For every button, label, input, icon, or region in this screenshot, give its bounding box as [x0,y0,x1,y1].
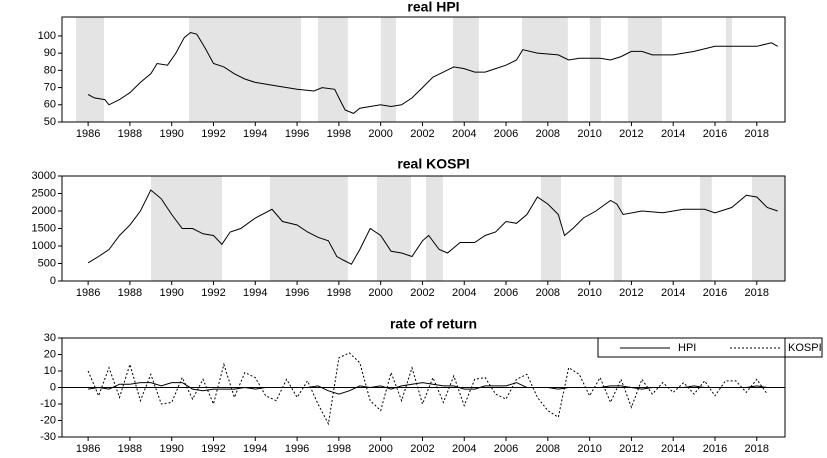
y-tick-label: 20 [44,348,56,360]
x-tick-label: 2014 [661,443,685,455]
x-tick-label: 2002 [410,128,434,140]
shaded-period [521,17,568,122]
x-tick-label: 2014 [661,128,685,140]
x-tick-label: 1998 [327,443,351,455]
x-tick-label: 2008 [536,443,560,455]
shaded-period [589,17,601,122]
shaded-period [376,176,411,281]
x-tick-label: 1996 [285,443,309,455]
y-tick-label: 90 [44,47,56,59]
x-tick-label: 1992 [201,287,225,299]
series-line [87,31,778,114]
x-tick-label: 1986 [76,287,100,299]
y-tick-label: 70 [44,81,56,93]
x-tick-label: 1994 [243,443,267,455]
x-tick-label: 2004 [452,128,476,140]
y-tick-label: -30 [40,431,56,443]
y-tick-label: 0 [50,381,56,393]
x-tick-label: 2000 [368,287,392,299]
x-tick-label: 2000 [368,443,392,455]
x-tick-label: 2004 [452,443,476,455]
x-tick-label: 2016 [703,287,727,299]
x-tick-label: 2012 [619,443,643,455]
y-tick-label: 2000 [32,205,56,217]
y-tick-label: 2500 [32,187,56,199]
plot-frame [61,16,786,123]
chart-title: real KOSPI [397,156,469,172]
chart-title: rate of return [390,316,477,332]
x-tick-label: 2010 [577,443,601,455]
x-tick-label: 1994 [243,287,267,299]
x-tick-label: 2008 [536,287,560,299]
x-tick-label: 2010 [577,287,601,299]
x-tick-label: 1988 [118,443,142,455]
shaded-period [189,17,302,122]
x-tick-label: 1998 [327,128,351,140]
x-tick-label: 1986 [76,128,100,140]
shaded-period [751,176,785,281]
x-tick-label: 2016 [703,443,727,455]
y-tick-label: 500 [38,257,56,269]
x-tick-label: 2004 [452,287,476,299]
legend-label: KOSPI [788,342,822,354]
y-tick-label: 0 [50,275,56,287]
shaded-period [699,176,712,281]
x-tick-label: 1988 [118,128,142,140]
x-tick-label: 2018 [745,443,769,455]
chart-title: real HPI [407,0,459,15]
series-line [87,189,778,265]
x-tick-label: 1990 [159,128,183,140]
y-tick-label: -20 [40,414,56,426]
shaded-period [317,17,348,122]
x-tick-label: 2008 [536,128,560,140]
shaded-period [380,17,396,122]
shaded-period [725,17,732,122]
x-tick-label: 2010 [577,128,601,140]
y-tick-label: 3000 [32,170,56,182]
x-tick-label: 2012 [619,128,643,140]
x-tick-label: 2006 [494,128,518,140]
x-tick-label: 2018 [745,128,769,140]
y-tick-label: 10 [44,365,56,377]
x-tick-label: 1998 [327,287,351,299]
x-tick-label: 1996 [285,287,309,299]
shaded-period [540,176,561,281]
x-tick-label: 1986 [76,443,100,455]
x-tick-label: 2002 [410,287,434,299]
legend-label: HPI [678,342,696,354]
series-line [87,352,768,426]
x-tick-label: 2012 [619,287,643,299]
y-tick-label: 60 [44,99,56,111]
x-tick-label: 2016 [703,128,727,140]
x-tick-label: 1988 [118,287,142,299]
x-tick-label: 1994 [243,128,267,140]
shaded-period [426,176,443,281]
shaded-period [627,17,662,122]
y-tick-label: 80 [44,64,56,76]
shaded-period [269,176,348,281]
y-tick-label: 50 [44,116,56,128]
y-tick-label: 1500 [32,222,56,234]
y-tick-label: 30 [44,332,56,344]
series-line [88,382,768,395]
y-tick-label: 1000 [32,240,56,252]
shaded-period [76,17,105,122]
x-tick-label: 1992 [201,128,225,140]
y-tick-label: -10 [40,398,56,410]
x-tick-label: 2002 [410,443,434,455]
x-tick-label: 2018 [745,287,769,299]
x-tick-label: 2000 [368,128,392,140]
x-tick-label: 2006 [494,287,518,299]
x-tick-label: 2006 [494,443,518,455]
shaded-period [613,176,623,281]
y-tick-label: 100 [38,30,56,42]
x-tick-label: 2014 [661,287,685,299]
x-tick-label: 1992 [201,443,225,455]
x-tick-label: 1990 [159,443,183,455]
x-tick-label: 1996 [285,128,309,140]
x-tick-label: 1990 [159,287,183,299]
